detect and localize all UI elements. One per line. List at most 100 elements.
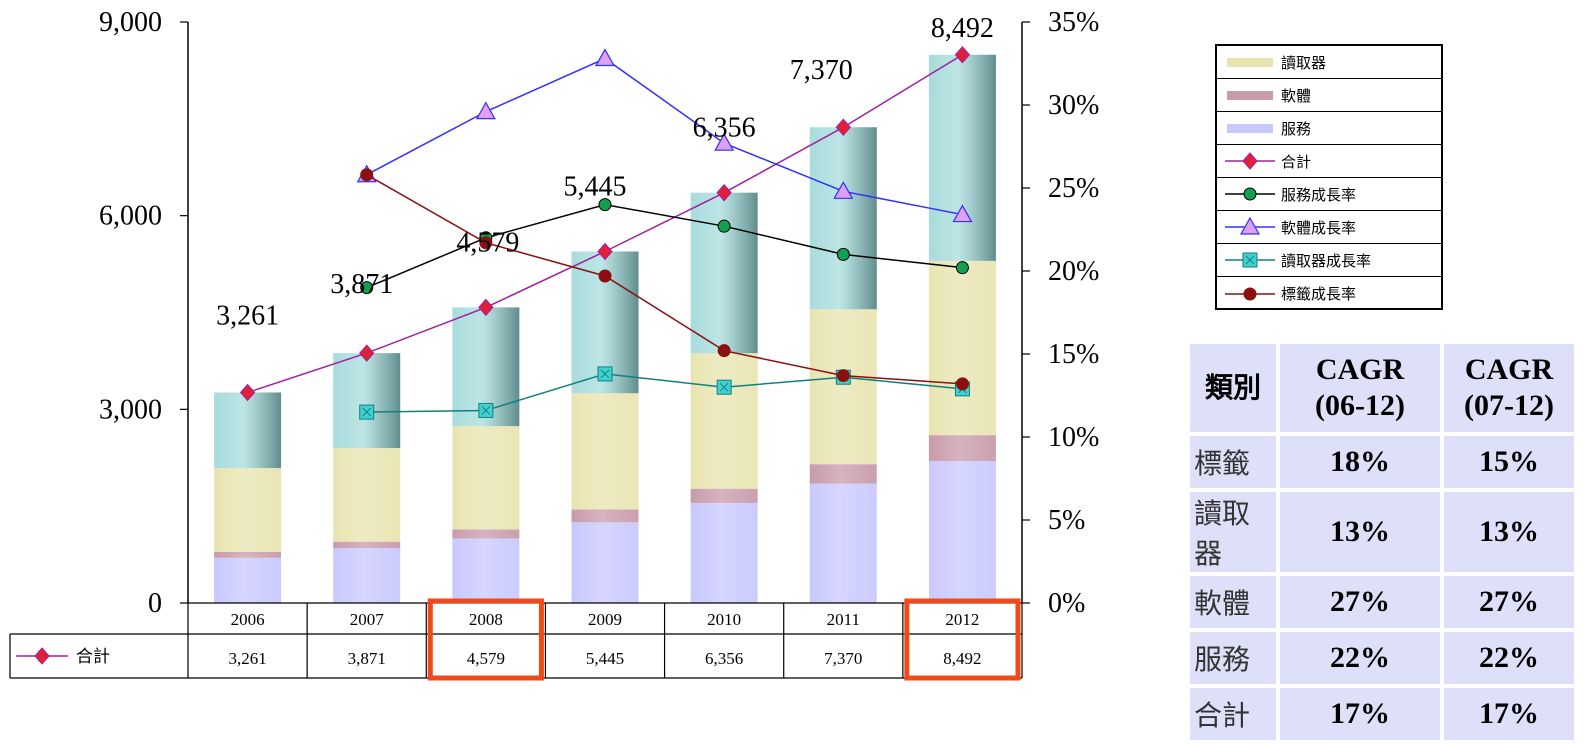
y-left-tick-label: 3,000 <box>99 394 162 425</box>
line-point <box>360 168 374 182</box>
bar-segment <box>333 541 401 549</box>
cagr-value: 27% <box>1280 576 1440 628</box>
highlight-box <box>427 598 544 681</box>
line-point <box>1243 287 1257 300</box>
data-label: 6,356 <box>693 113 756 144</box>
cagr-value: 27% <box>1444 576 1574 628</box>
legend-label: 軟體成長率 <box>1281 218 1357 237</box>
legend-swatch-icon <box>1225 152 1275 170</box>
series-line <box>239 46 971 402</box>
bar-segment <box>214 392 282 469</box>
legend-label: 服務 <box>1281 119 1312 138</box>
line-point <box>955 377 969 391</box>
line-point <box>955 261 969 275</box>
bar-segment <box>690 502 758 603</box>
x-tick-label: 2012 <box>945 610 979 629</box>
series-line <box>356 48 973 223</box>
y-right-tick-label: 20% <box>1048 256 1099 287</box>
line-point <box>717 219 731 233</box>
legend-item: 軟體 <box>1217 79 1441 112</box>
chart: 0 3,000 6,000 9,000 0% 5% 10% 15% 20% 25% 30% 35% 3… <box>9 7 1099 681</box>
x-tick-label: 2011 <box>827 610 860 629</box>
y-right-tick-label: 10% <box>1048 422 1099 453</box>
line-point <box>597 242 613 261</box>
table-value: 6,356 <box>705 649 743 668</box>
bar-segment <box>809 309 877 465</box>
series-line <box>359 366 970 420</box>
cagr-value: 18% <box>1280 436 1440 488</box>
bar-segment <box>690 353 758 489</box>
legend-item: 服務 <box>1217 112 1441 145</box>
line-point <box>835 118 851 136</box>
bar-segment <box>571 509 639 523</box>
legend-item: 軟體成長率 <box>1217 211 1441 244</box>
line-point <box>836 369 850 383</box>
table-value: 3,261 <box>228 649 266 668</box>
data-label: 5,445 <box>564 171 627 202</box>
bar-segment <box>809 127 877 310</box>
bar-segment <box>214 552 282 558</box>
legend-swatch-icon <box>1225 287 1275 300</box>
line-point <box>1239 216 1261 235</box>
bar-segment <box>571 522 639 603</box>
lines <box>239 46 973 420</box>
y-right-tick-label: 15% <box>1048 339 1099 370</box>
cagr-category: 標籤 <box>1190 436 1276 488</box>
bar-segment <box>452 538 520 603</box>
legend-label: 合計 <box>1281 152 1312 171</box>
cagr-value: 13% <box>1280 492 1440 572</box>
legend-swatch-icon <box>1227 124 1273 133</box>
cagr-header-06-12: CAGR (06-12) <box>1280 344 1440 432</box>
bar-segment <box>928 54 996 261</box>
bar-segment <box>928 260 996 436</box>
cagr-table: 類別 CAGR (06-12) CAGR (07-12) 標籤 18% 15% 讀取… <box>1186 340 1578 744</box>
line-point <box>952 204 973 223</box>
table-value: 5,445 <box>586 649 624 668</box>
legend-label: 讀取器成長率 <box>1281 251 1372 270</box>
bar-segment <box>452 426 520 530</box>
bar-segment <box>809 483 877 603</box>
table-value: 8,492 <box>943 649 981 668</box>
bar-segment <box>214 468 282 553</box>
data-table: 2006 3,261 2007 3,871 2008 4,579 2009 5,445 2010… <box>9 598 1023 681</box>
y-right-tick-label: 5% <box>1048 505 1085 536</box>
cagr-category: 合計 <box>1190 688 1276 740</box>
x-tick-label: 2009 <box>588 610 622 629</box>
data-label: 7,370 <box>790 55 853 86</box>
bar-segment <box>928 460 996 603</box>
line-point <box>1243 187 1257 201</box>
cagr-category: 軟體 <box>1190 576 1276 628</box>
x-tick-label: 2010 <box>707 610 741 629</box>
cagr-category: 讀取器 <box>1190 492 1276 572</box>
y-left-tick-label: 0 <box>148 588 162 619</box>
line-point <box>360 281 374 295</box>
legend-item: 讀取器 <box>1217 46 1441 79</box>
legend-label: 標籤成長率 <box>1281 285 1357 303</box>
x-tick-label: 2006 <box>231 610 265 629</box>
bar-segment <box>809 464 877 484</box>
cagr-value: 22% <box>1280 632 1440 684</box>
cagr-value: 15% <box>1444 436 1574 488</box>
line-point <box>479 236 493 250</box>
x-tick-label: 2007 <box>350 610 385 629</box>
cagr-category: 服務 <box>1190 632 1276 684</box>
line-point <box>954 46 971 64</box>
cagr-header-07-12: CAGR (07-12) <box>1444 344 1574 432</box>
bar-segment <box>452 529 520 539</box>
bar-segment <box>333 353 401 449</box>
y-left-tick-label: 6,000 <box>99 201 162 232</box>
line-point <box>598 198 612 212</box>
legend-item: 服務成長率 <box>1217 178 1441 211</box>
bar-segment <box>571 393 639 510</box>
line-point <box>475 101 496 120</box>
cagr-value: 17% <box>1444 688 1574 740</box>
table-row: 讀取器 13% 13% <box>1190 492 1574 572</box>
bar-segment <box>928 435 996 461</box>
legend-swatch-icon <box>1225 216 1275 235</box>
line-point <box>34 647 50 665</box>
legend-swatch-icon <box>1227 58 1273 67</box>
x-tick-label: 2008 <box>469 610 503 629</box>
bar-segment <box>333 548 401 603</box>
y-right-tick-label: 30% <box>1048 90 1099 121</box>
line-point <box>239 383 256 402</box>
